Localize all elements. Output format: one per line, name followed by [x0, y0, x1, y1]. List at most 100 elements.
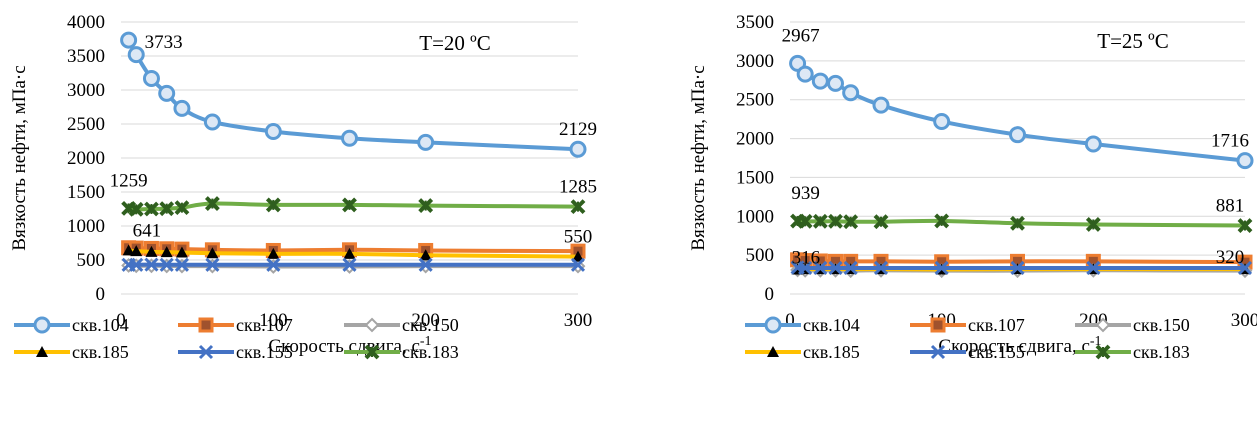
- series-скв.183: [121, 196, 586, 217]
- data-point: [569, 140, 587, 158]
- y-tick-label: 3000: [736, 51, 774, 72]
- y-tick-label: 2000: [67, 148, 105, 169]
- legend-marker: [1095, 317, 1111, 333]
- y-tick-label: 1500: [67, 182, 105, 203]
- y-tick-label: 2000: [736, 129, 774, 150]
- data-label: 1259: [110, 170, 148, 191]
- legend-marker: [1095, 344, 1111, 360]
- legend-item: скв.150: [344, 315, 459, 335]
- data-point: [843, 260, 858, 276]
- data-point: [204, 196, 220, 211]
- legend-marker: [364, 317, 380, 333]
- data-point: [173, 99, 191, 117]
- data-point: [813, 260, 828, 276]
- data-point: [144, 201, 159, 217]
- legend-label: скв.155: [236, 342, 293, 362]
- data-label: 316: [792, 247, 821, 268]
- y-tick-label: 500: [746, 245, 775, 266]
- legend: скв.104 скв.107 скв.150 скв.185 скв.155 скв.1…: [745, 315, 1190, 362]
- data-point: [122, 244, 135, 256]
- legend-label: скв.150: [1133, 315, 1190, 335]
- legend-item: скв.185: [745, 342, 860, 362]
- data-label: 550: [564, 227, 593, 248]
- data-point: [1085, 217, 1101, 232]
- data-point: [142, 69, 160, 87]
- y-tick-label: 1000: [67, 216, 105, 237]
- data-point: [120, 31, 138, 49]
- y-tick-label: 0: [765, 284, 775, 305]
- data-point: [130, 245, 143, 257]
- legend-marker: [198, 317, 214, 333]
- legend-marker: [198, 344, 214, 360]
- data-point: [828, 260, 843, 276]
- data-point: [933, 112, 951, 130]
- data-label: 320: [1216, 247, 1245, 268]
- legend-label: скв.183: [1133, 342, 1190, 362]
- data-point: [265, 197, 281, 213]
- legend-item: скв.104: [745, 315, 860, 335]
- legend-item: скв.150: [1075, 315, 1190, 335]
- legend-item: скв.107: [910, 315, 1025, 335]
- series-скв.104: [789, 54, 1254, 170]
- data-point: [145, 245, 158, 257]
- y-tick-label: 3500: [67, 46, 105, 67]
- data-point: [828, 213, 843, 229]
- data-label: 3733: [145, 32, 183, 53]
- legend-label: скв.150: [402, 315, 459, 335]
- y-tick-label: 500: [77, 250, 106, 271]
- data-point: [127, 46, 145, 64]
- data-point: [175, 246, 188, 258]
- y-tick-label: 4000: [67, 12, 105, 33]
- legend-marker: [930, 317, 946, 333]
- data-point: [572, 250, 584, 262]
- data-point: [341, 129, 358, 147]
- y-tick-label: 2500: [67, 114, 105, 135]
- data-point: [174, 200, 190, 216]
- legend-label: скв.183: [402, 342, 459, 362]
- legend-marker: [364, 344, 380, 360]
- legend-item: скв.104: [14, 315, 129, 335]
- y-axis-title: Вязкость нефти, мПа·с: [9, 65, 30, 250]
- data-point: [417, 133, 435, 151]
- x-tick-label: 300: [1231, 310, 1257, 331]
- y-tick-label: 2500: [736, 90, 774, 111]
- data-point: [1237, 260, 1253, 276]
- data-point: [1010, 260, 1025, 276]
- data-point: [570, 199, 586, 215]
- data-point: [812, 213, 828, 229]
- y-tick-label: 3500: [736, 12, 774, 33]
- x-tick-label: 200: [411, 310, 440, 331]
- legend-item: скв.183: [1075, 342, 1190, 362]
- data-point: [796, 65, 814, 83]
- data-point: [1084, 135, 1102, 153]
- data-point: [160, 246, 173, 258]
- x-tick-label: 300: [564, 310, 593, 331]
- data-point: [798, 260, 813, 276]
- data-point: [1086, 260, 1101, 276]
- data-point: [934, 213, 950, 229]
- data-point: [570, 257, 586, 272]
- data-label: 1716: [1211, 131, 1249, 152]
- data-point: [418, 198, 434, 214]
- data-point: [206, 247, 219, 259]
- legend-item: скв.155: [178, 342, 293, 362]
- data-point: [811, 72, 829, 90]
- data-point: [266, 257, 281, 272]
- x-tick-label: 0: [116, 310, 126, 331]
- legend-marker: [764, 316, 782, 334]
- data-point: [1237, 218, 1253, 233]
- y-axis-title: Вязкость нефти, мПа·с: [688, 65, 709, 250]
- data-point: [842, 84, 860, 102]
- legend-item: скв.155: [910, 342, 1025, 362]
- legend-marker: [930, 344, 946, 360]
- data-point: [128, 201, 144, 217]
- series-скв.185: [122, 244, 584, 262]
- data-label: 939: [791, 183, 820, 204]
- legend-item: скв.107: [178, 315, 293, 335]
- series-скв.104: [120, 31, 587, 158]
- series-line: [795, 62, 1246, 163]
- data-point: [158, 84, 176, 102]
- data-point: [843, 214, 859, 230]
- legend-label: скв.104: [803, 315, 860, 335]
